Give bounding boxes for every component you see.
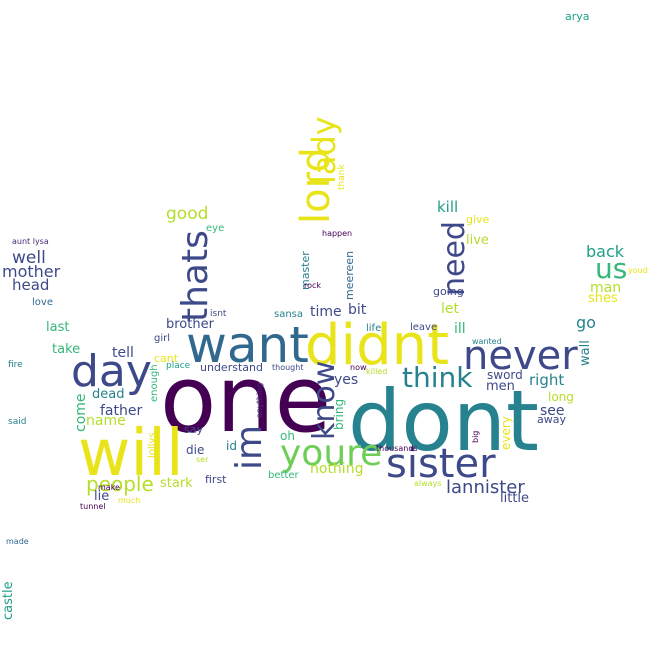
- word-father: father: [100, 403, 143, 419]
- word-thank: thank: [337, 164, 347, 190]
- word-time: time: [310, 304, 342, 320]
- word-back: back: [586, 242, 625, 261]
- word-name: name: [86, 413, 126, 429]
- word-right: right: [529, 371, 565, 389]
- word-eye: eye: [206, 223, 225, 234]
- word-wall: wall: [578, 340, 593, 366]
- word-didnt: didnt: [305, 313, 450, 378]
- word-think: think: [402, 361, 473, 394]
- word-never: never: [463, 333, 578, 379]
- word-die: die: [186, 443, 205, 457]
- word-will: will: [78, 417, 184, 491]
- word-let: let: [441, 301, 459, 317]
- word-always: always: [414, 479, 442, 488]
- word-sister: sister: [386, 441, 496, 487]
- word-make: make: [98, 483, 120, 492]
- word-better: better: [268, 470, 299, 481]
- word-anything: anything: [255, 382, 264, 418]
- word-say: say: [184, 423, 203, 436]
- word-lollys: lollys: [147, 432, 158, 458]
- word-want: want: [186, 316, 309, 374]
- word-bit: bit: [348, 302, 367, 318]
- word-kill: kill: [437, 198, 459, 216]
- word-little: little: [500, 491, 530, 506]
- word-away: away: [537, 413, 566, 426]
- word-take: take: [52, 342, 81, 357]
- word-sansa: sansa: [274, 309, 304, 320]
- word-made: made: [6, 537, 29, 546]
- word-long: long: [548, 390, 574, 404]
- word-come: come: [73, 393, 89, 432]
- word-much: much: [118, 496, 141, 505]
- word-head: head: [12, 276, 50, 294]
- word-tell: tell: [112, 345, 134, 361]
- word-now: now: [350, 363, 367, 372]
- word-cant: cant: [154, 352, 179, 365]
- word-men: men: [486, 379, 515, 394]
- word-one: one: [160, 346, 332, 453]
- word-life: life: [366, 323, 382, 334]
- word-bring: bring: [332, 398, 346, 430]
- word-thats: thats: [175, 230, 216, 322]
- word-understand: understand: [200, 361, 263, 374]
- word-isnt: isnt: [210, 309, 227, 319]
- word-big: big: [471, 430, 480, 443]
- word-see: see: [540, 403, 565, 419]
- word-ser: ser: [196, 455, 209, 464]
- word-last: last: [46, 320, 70, 335]
- word-dont: dont: [348, 372, 539, 470]
- word-said: said: [8, 417, 27, 427]
- word-meereen: meereen: [343, 250, 356, 300]
- word-thought: thought: [272, 363, 304, 372]
- word-place: place: [166, 361, 191, 371]
- word-good: good: [166, 204, 209, 224]
- word-youd: youd: [628, 266, 648, 275]
- word-sword: sword: [487, 368, 523, 382]
- word-oh: oh: [280, 429, 295, 443]
- word-love: love: [32, 297, 53, 308]
- word-us: us: [595, 252, 628, 285]
- word-arya: arya: [565, 10, 590, 23]
- word-yes: yes: [334, 372, 359, 388]
- word-happen: happen: [322, 229, 353, 238]
- word-people: people: [86, 472, 154, 496]
- word-thousands: thousands: [376, 444, 418, 453]
- word-lie: lie: [94, 489, 110, 504]
- word-aunt-lysa: aunt lysa: [12, 237, 49, 246]
- word-id: id: [226, 439, 237, 453]
- word-first: first: [205, 473, 227, 486]
- word-wanted: wanted: [472, 337, 502, 346]
- word-live: live: [466, 233, 489, 248]
- word-nothing: nothing: [310, 461, 364, 477]
- word-man: man: [590, 280, 622, 296]
- word-dead: dead: [92, 387, 125, 402]
- word-lannister: lannister: [446, 477, 525, 498]
- word-rock: rock: [304, 281, 322, 290]
- word-brother: brother: [166, 317, 214, 332]
- word-youre: youre: [280, 433, 383, 474]
- word-tunnel: tunnel: [80, 502, 106, 511]
- word-leave: leave: [410, 322, 438, 333]
- word-give: give: [466, 213, 490, 226]
- word-shes: shes: [588, 291, 618, 306]
- word-every: every: [499, 416, 513, 450]
- word-go: go: [576, 313, 596, 332]
- word-castle: castle: [1, 581, 16, 620]
- word-im: im: [229, 424, 270, 470]
- word-mother: mother: [2, 262, 61, 281]
- word-enough: enough: [149, 364, 160, 402]
- word-day: day: [71, 346, 152, 397]
- word-killed: killed: [366, 367, 388, 376]
- word-lady: lady: [305, 116, 343, 184]
- word-girl: girl: [154, 333, 171, 344]
- word-stark: stark: [160, 476, 193, 491]
- word-fire: fire: [8, 360, 23, 370]
- word-going: going: [433, 285, 464, 298]
- word-ill: ill: [454, 321, 466, 337]
- word-well: well: [12, 248, 46, 268]
